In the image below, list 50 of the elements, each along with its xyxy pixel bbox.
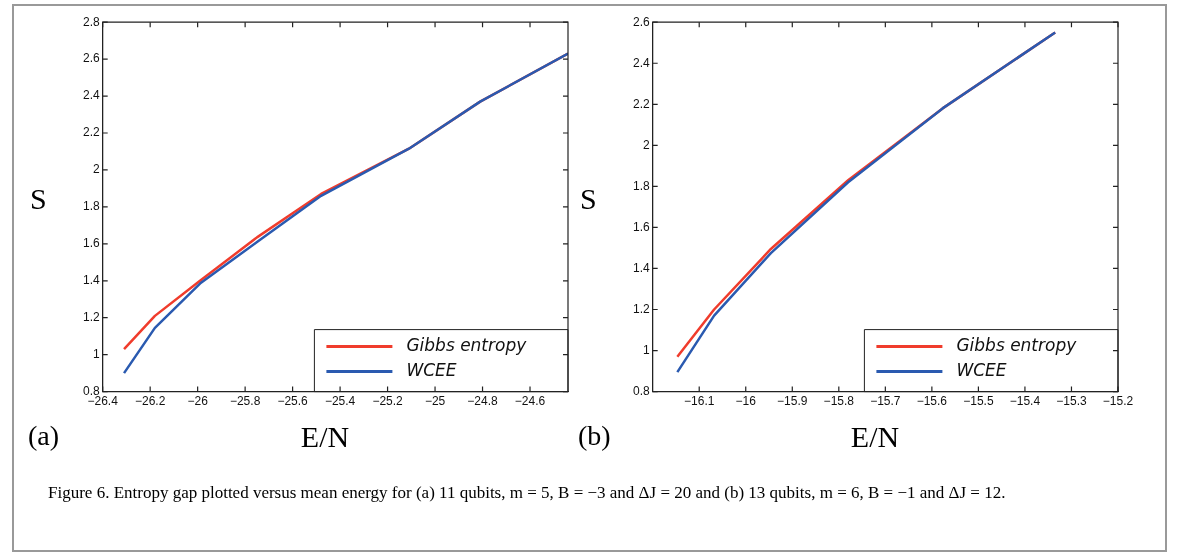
x-tick-label: −15.8 (823, 394, 855, 409)
x-tick-label: −24.6 (514, 394, 546, 409)
y-tick-label: 2.4 (82, 88, 100, 103)
y-tick-label: 1.4 (82, 273, 100, 288)
y-tick-label: 2 (642, 137, 650, 152)
x-tick-label: −15.7 (870, 394, 901, 409)
x-tick-label: −15.3 (1056, 394, 1087, 409)
x-tick-label: −25 (424, 394, 446, 409)
text: (a) (28, 420, 60, 452)
x-tick-label: −25.2 (372, 394, 404, 409)
y-axis-title: S (30, 182, 47, 216)
y-tick-label: 1.2 (82, 310, 100, 325)
y-tick-label: 1 (642, 342, 650, 357)
x-tick-label: −25.4 (324, 394, 356, 409)
y-tick-label: 2.8 (82, 14, 100, 29)
x-tick-label: −25.6 (277, 394, 309, 409)
x-tick-label: −26 (187, 394, 209, 409)
legend-label: Gibbs entropy (406, 335, 528, 356)
y-tick-label: 2.2 (632, 96, 650, 111)
y-tick-label: 2.2 (82, 125, 100, 140)
y-tick-label: 1 (92, 346, 100, 361)
y-tick-label: 1.4 (632, 260, 650, 275)
y-tick-label: 1.8 (632, 178, 650, 193)
x-tick-label: −15.9 (777, 394, 808, 409)
legend-label: Gibbs entropy (956, 335, 1078, 356)
y-tick-label: 2.6 (632, 14, 650, 29)
y-tick-label: 1.8 (82, 199, 100, 214)
y-tick-label: 1.2 (632, 301, 650, 316)
y-tick-label: 1.6 (632, 219, 650, 234)
y-tick-label: 0.8 (632, 383, 650, 398)
y-tick-label: 2.6 (82, 51, 100, 66)
y-tick-label: 1.6 (82, 236, 100, 251)
x-tick-label: −15.5 (963, 394, 994, 409)
x-tick-label: −16.1 (684, 394, 715, 409)
x-tick-label: −15.2 (1102, 394, 1134, 409)
x-tick-label: −15.4 (1009, 394, 1041, 409)
legend-label: WCEE (406, 360, 457, 381)
y-tick-label: 2.4 (632, 55, 650, 70)
x-tick-label: −15.6 (916, 394, 948, 409)
legend-label: WCEE (956, 360, 1007, 381)
x-axis-title: E/N (300, 420, 350, 453)
y-tick-label: 2 (92, 162, 100, 177)
caption: Figure 6. Entropy gap plotted versus mean energy for (a) 11 qubits, m = 5, B = −3 and ΔJ = 20 and (b) 13 qubits, m = 6, B = −1 and ΔJ = 12. (48, 482, 1007, 504)
x-tick-label: −26.2 (134, 394, 166, 409)
text: (b) (578, 420, 611, 452)
y-axis-title: S (580, 182, 597, 216)
x-tick-label: −16 (735, 394, 757, 409)
x-tick-label: −24.8 (467, 394, 499, 409)
x-axis-title: E/N (850, 420, 900, 453)
x-tick-label: −25.8 (229, 394, 261, 409)
